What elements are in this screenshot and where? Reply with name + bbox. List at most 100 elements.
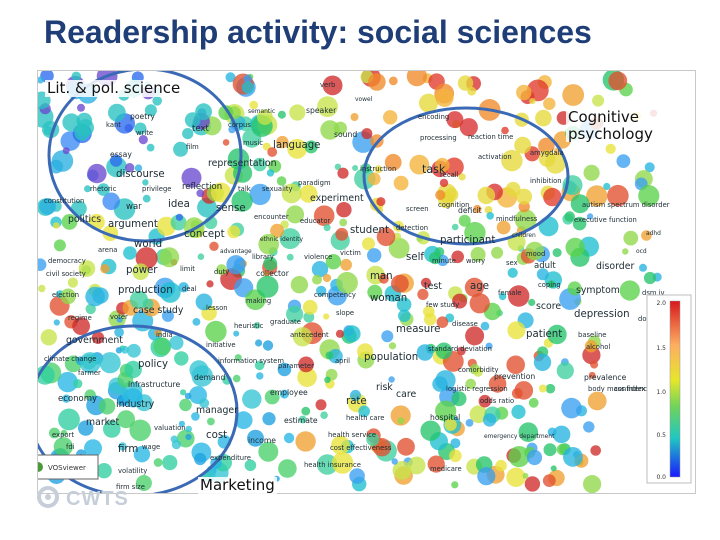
term-bubble xyxy=(277,110,286,119)
term-bubble xyxy=(195,293,213,311)
term-label: dsm iv xyxy=(642,289,665,297)
term-label: emergency department xyxy=(484,433,555,440)
term-label: score xyxy=(536,301,561,312)
term-bubble xyxy=(608,71,628,91)
term-bubble xyxy=(619,280,640,301)
term-bubble xyxy=(543,187,562,207)
term-bubble xyxy=(367,284,383,300)
term-bubble xyxy=(117,410,135,429)
term-label: expenditure xyxy=(210,454,251,462)
term-bubble xyxy=(108,103,126,122)
term-bubble xyxy=(361,128,373,140)
term-bubble xyxy=(316,285,327,297)
term-bubble xyxy=(435,189,446,201)
term-bubble xyxy=(77,119,94,137)
term-bubble xyxy=(38,258,47,271)
region-label-cognitive: Cognitive psychology xyxy=(566,109,670,142)
term-bubble xyxy=(465,326,485,346)
term-bubble xyxy=(336,202,352,218)
term-bubble xyxy=(174,351,189,366)
term-bubble xyxy=(191,365,213,387)
term-label: volatility xyxy=(118,467,147,475)
term-bubble xyxy=(292,327,313,347)
term-bubble xyxy=(279,389,289,399)
term-bubble xyxy=(205,320,227,343)
term-label: risk xyxy=(376,382,393,393)
term-bubble xyxy=(535,109,552,127)
term-label: parameter xyxy=(278,362,314,370)
term-bubble xyxy=(488,375,507,393)
term-label: making xyxy=(246,297,271,305)
term-label: speaker xyxy=(306,106,337,115)
term-bubble xyxy=(53,437,73,457)
term-bubble xyxy=(398,309,411,322)
term-bubble xyxy=(277,362,292,377)
term-bubble xyxy=(228,125,236,134)
term-bubble xyxy=(320,411,328,420)
term-bubble xyxy=(388,237,410,259)
term-bubble xyxy=(436,316,449,328)
term-label: semantic xyxy=(248,108,275,115)
term-bubble xyxy=(322,75,343,96)
term-label: age xyxy=(470,281,489,292)
term-label: body mass index xyxy=(588,385,646,393)
term-bubble xyxy=(350,389,361,401)
term-label: task xyxy=(422,163,446,176)
term-bubble xyxy=(444,157,464,177)
term-label: text xyxy=(192,124,209,134)
term-label: measure xyxy=(396,324,440,335)
term-bubble xyxy=(243,74,252,83)
term-bubble xyxy=(491,246,504,259)
term-bubble xyxy=(222,139,230,146)
term-bubble xyxy=(469,293,490,314)
term-label: argument xyxy=(108,219,158,230)
term-bubble xyxy=(116,316,123,323)
term-bubble xyxy=(439,178,449,188)
term-label: reaction time xyxy=(468,133,513,141)
term-bubble xyxy=(538,150,556,167)
term-bubble xyxy=(178,420,185,427)
region-label-marketing: Marketing xyxy=(198,476,277,494)
term-bubble xyxy=(276,135,289,149)
term-bubble xyxy=(435,157,450,173)
term-bubble xyxy=(538,137,555,155)
term-bubble xyxy=(423,313,437,326)
term-bubble xyxy=(97,183,110,196)
term-bubble xyxy=(381,330,394,343)
term-bubble xyxy=(192,318,201,326)
term-label: alcohol xyxy=(586,343,610,351)
term-bubble xyxy=(199,398,210,409)
term-bubble xyxy=(506,467,526,487)
term-bubble xyxy=(449,449,462,463)
term-bubble xyxy=(420,420,441,441)
term-bubble xyxy=(467,86,477,96)
term-label: world xyxy=(134,239,162,250)
term-label: information system xyxy=(218,357,284,365)
term-bubble xyxy=(38,76,44,84)
term-bubble xyxy=(543,97,556,110)
term-label: policy xyxy=(138,359,168,370)
term-bubble xyxy=(366,433,380,446)
term-bubble xyxy=(622,248,629,255)
term-bubble xyxy=(451,391,467,407)
term-label: slope xyxy=(336,309,354,317)
term-bubble xyxy=(276,176,287,186)
term-label: discourse xyxy=(116,169,165,180)
color-scale-bar xyxy=(669,300,681,478)
term-bubble xyxy=(446,111,464,129)
term-label: executive function xyxy=(574,216,637,224)
term-bubble xyxy=(279,228,301,250)
term-label: self xyxy=(406,252,424,263)
term-label: employee xyxy=(270,388,308,397)
term-bubble xyxy=(641,230,652,241)
term-bubble xyxy=(281,183,302,204)
term-label: april xyxy=(335,357,350,365)
term-label: manager xyxy=(196,405,238,416)
term-label: disease xyxy=(452,320,478,328)
term-bubble xyxy=(564,211,575,222)
term-label: production xyxy=(118,285,173,296)
term-bubble xyxy=(616,154,631,168)
term-bubble xyxy=(253,157,267,172)
term-bubble xyxy=(233,330,240,337)
term-bubble xyxy=(508,285,530,307)
